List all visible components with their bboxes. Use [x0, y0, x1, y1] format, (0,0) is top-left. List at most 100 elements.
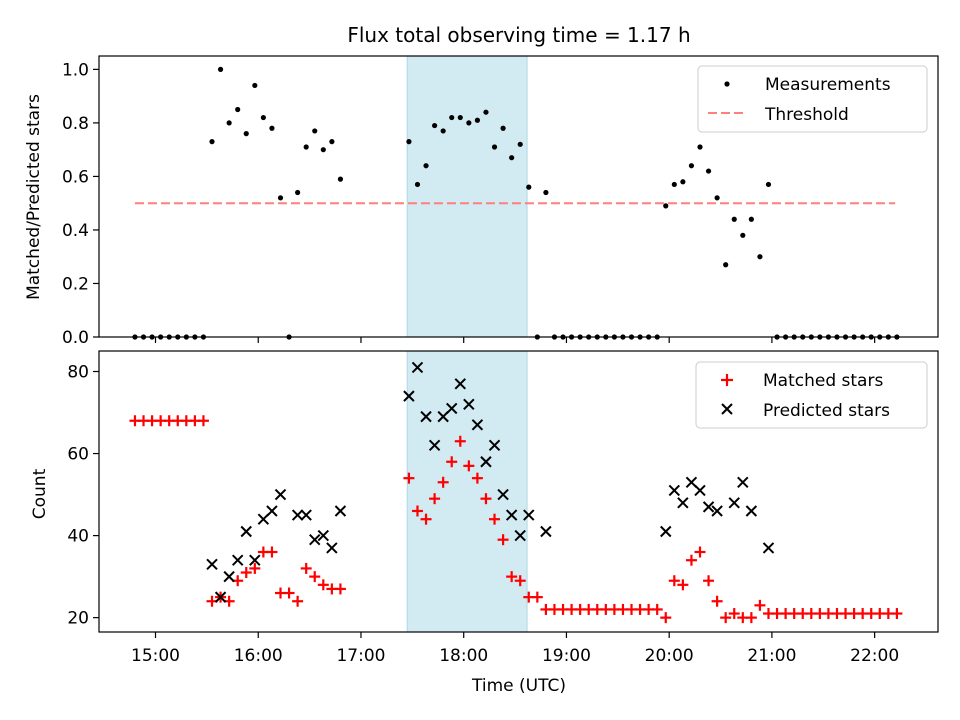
predicted-star-point: [223, 570, 235, 583]
measurement-point: [312, 128, 318, 134]
measurement-point: [209, 139, 215, 145]
predicted-star-point: [257, 513, 270, 525]
predicted-star-point: [446, 402, 458, 415]
measurement-point: [423, 163, 429, 169]
predicted-star-point: [497, 488, 509, 501]
predicted-star-point: [737, 476, 749, 488]
x-tick-label: 19:00: [542, 646, 591, 666]
predicted-star-point: [685, 476, 698, 488]
legend-matched-marker: [721, 374, 733, 386]
measurement-point: [320, 147, 326, 153]
predicted-star-point: [300, 509, 312, 521]
predicted-star-point: [702, 501, 715, 513]
highlight-span: [406, 350, 528, 633]
ratio-panel: 0.0 0.2 0.4 0.6 0.8 1.0 Matched/Predicted sta…: [24, 55, 939, 348]
legend-measurement-marker: [724, 81, 730, 87]
matched-star-point: [463, 460, 475, 472]
matched-star-point: [531, 591, 543, 603]
predicted-star-point: [488, 439, 501, 452]
y-tick-label: 20: [67, 609, 89, 629]
measurement-point: [474, 117, 481, 123]
y-tick-label: 0.8: [62, 114, 89, 134]
matched-star-point: [197, 415, 209, 427]
predicted-star-point: [454, 378, 466, 390]
measurement-point: [260, 114, 266, 121]
x-tick-label: 21:00: [747, 646, 796, 666]
measurement-point: [432, 122, 438, 129]
measurement-point: [217, 66, 224, 72]
matched-star-point: [720, 612, 732, 624]
bottom-legend: Matched stars Predicted stars: [695, 361, 928, 429]
predicted-star-point: [317, 529, 330, 542]
measurement-point: [337, 176, 344, 182]
measurement-point: [543, 189, 549, 196]
predicted-star-point: [411, 361, 424, 374]
predicted-star-point: [291, 509, 304, 521]
measurement-point: [688, 163, 695, 169]
measurement-point: [697, 144, 703, 150]
measurement-point: [740, 232, 746, 238]
measurement-point: [757, 254, 763, 260]
measurement-point: [277, 195, 284, 201]
matched-star-point: [489, 513, 501, 525]
measurement-point: [671, 181, 677, 188]
predicted-star-point: [668, 484, 681, 497]
matched-star-point: [300, 562, 312, 574]
matched-star-point: [480, 493, 492, 505]
matched-star-point: [429, 493, 441, 505]
measurement-point: [680, 179, 686, 185]
matched-star-point: [240, 567, 252, 579]
measurement-point: [491, 144, 498, 150]
measurement-point: [517, 141, 523, 147]
predicted-star-point: [711, 505, 723, 517]
matched-star-point: [446, 456, 458, 468]
legend-predicted-marker: [721, 403, 733, 415]
top-y-ticks: 0.0 0.2 0.4 0.6 0.8 1.0: [62, 60, 99, 348]
matched-star-point: [411, 505, 423, 517]
matched-star-point: [420, 513, 432, 525]
matched-star-point: [685, 554, 697, 566]
predicted-star-point: [428, 439, 441, 452]
predicted-star-point: [403, 390, 415, 402]
matched-star-point: [317, 579, 329, 591]
measurement-point: [483, 109, 489, 115]
measurement-point: [440, 128, 446, 134]
bottom-legend-box: [695, 361, 928, 429]
predicted-star-point: [463, 398, 475, 411]
matched-star-point: [283, 587, 295, 599]
measurement-point: [252, 82, 258, 89]
predicted-star-point: [206, 558, 218, 571]
bottom-axes-frame: [98, 350, 939, 633]
matched-star-point: [668, 575, 680, 587]
y-tick-label: 80: [67, 363, 89, 383]
predicted-star-point: [274, 488, 287, 501]
matched-star-point: [266, 546, 278, 558]
matched-star-point: [651, 603, 663, 615]
matched-star-point: [309, 571, 321, 583]
x-tick-label: 17:00: [336, 646, 385, 666]
matched-star-point: [506, 571, 518, 583]
legend-measurements-label: Measurements: [765, 75, 891, 95]
top-x-ticks: [154, 337, 876, 343]
predicted-star-point: [334, 505, 347, 517]
count-panel: 15:00 16:00 17:00 18:00 19:00 20:00 21:00 22:00…: [30, 350, 939, 696]
matched-star-point: [454, 435, 466, 447]
y-tick-label: 0.4: [62, 221, 89, 241]
measurement-point: [449, 114, 455, 121]
x-tick-label: 22:00: [850, 646, 899, 666]
measurement-point: [457, 114, 463, 121]
predicted-star-point: [309, 533, 321, 546]
matched-star-point: [754, 599, 766, 611]
measurement-point: [663, 203, 669, 209]
predicted-star-point: [660, 525, 672, 538]
measurement-point: [406, 139, 412, 145]
predicted-star-point: [514, 529, 526, 542]
matched-star-point: [711, 595, 723, 607]
measurement-point: [731, 216, 737, 222]
predicted-star-point: [523, 509, 535, 521]
x-tick-label: 18:00: [439, 646, 488, 666]
x-tick-label: 20:00: [645, 646, 694, 666]
measurement-point: [526, 184, 532, 190]
predicted-star-point: [471, 419, 484, 431]
